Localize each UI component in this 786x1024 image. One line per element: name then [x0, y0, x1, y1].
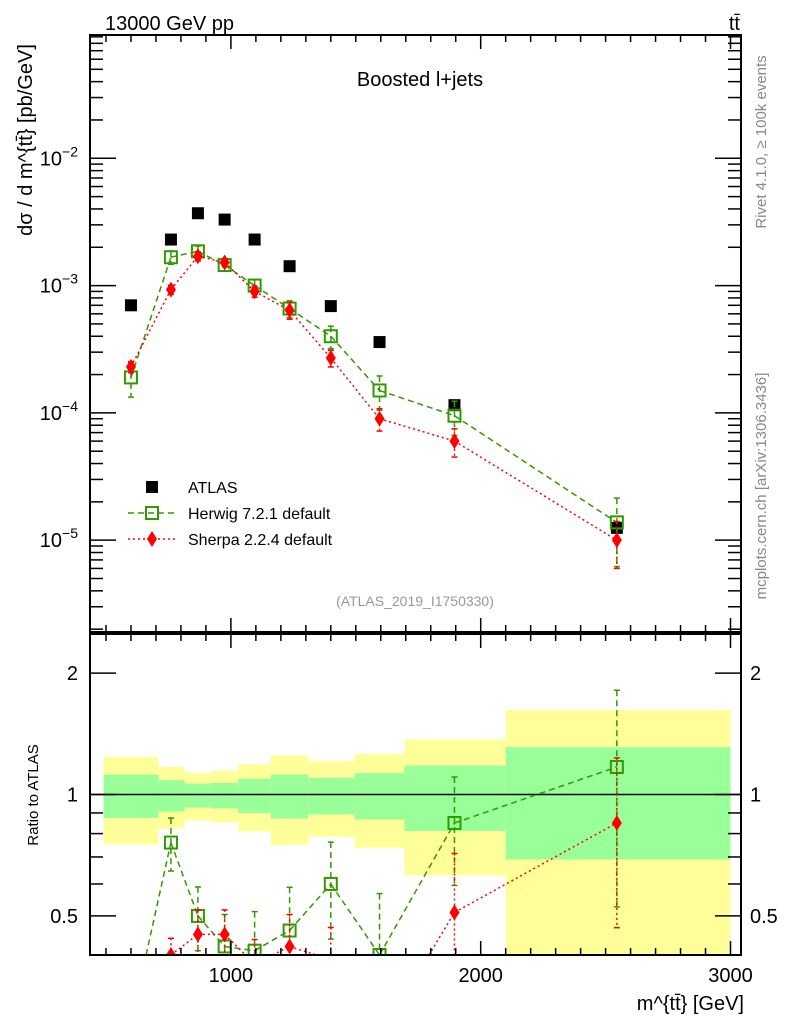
sherpa-point — [165, 281, 176, 298]
y-tick-exponent: −5 — [62, 525, 78, 541]
atlas-point — [324, 300, 337, 313]
ratio-plot-marks — [145, 689, 624, 955]
ratio-y-tick-label-left: 0.5 — [50, 906, 78, 928]
y-tick-mantissa: 10 — [40, 403, 62, 425]
atlas-point — [124, 299, 137, 312]
sherpa-point — [374, 410, 385, 427]
legend-marker-herwig — [145, 506, 159, 520]
ratio-herwig-point — [447, 815, 462, 830]
ratio-y-tick-label-left: 1 — [67, 785, 78, 807]
atlas-point — [191, 207, 204, 220]
inner-band-bin — [505, 747, 731, 860]
ratio-y-tick-label-right: 0.5 — [750, 906, 778, 928]
energy-label: 13000 GeV pp — [105, 13, 234, 35]
ratio-sherpa-point — [192, 926, 203, 943]
legend-marker-atlas — [146, 481, 158, 493]
sherpa-point — [249, 283, 260, 300]
inner-band-bin — [210, 782, 239, 809]
legend-label-atlas: ATLAS — [188, 480, 238, 497]
x-axis-label: m^{tt̄} [GeV] — [637, 993, 744, 1015]
ratio-y-tick-label-right: 1 — [750, 785, 761, 807]
sherpa-point — [192, 248, 203, 265]
herwig-point — [163, 250, 178, 265]
inner-band-bin — [308, 777, 355, 815]
sherpa-point — [449, 433, 460, 450]
y-tick-label: 10−5 — [40, 525, 78, 552]
ratio-herwig-point — [323, 876, 338, 891]
legend-label-sherpa: Sherpa 2.2.4 default — [188, 532, 333, 549]
y-tick-exponent: −4 — [62, 398, 78, 414]
inner-band-bin — [158, 780, 185, 812]
herwig-point — [447, 408, 462, 423]
sherpa-point — [125, 358, 136, 375]
atlas-point — [248, 233, 261, 246]
analysis-title: Boosted l+jets — [357, 69, 483, 91]
y-axis-label: dσ / d m^{tt̄} [pb/GeV] — [15, 44, 37, 236]
main-plot-marks — [123, 207, 624, 570]
legend-marker-sherpa — [147, 531, 157, 547]
ratio-sherpa-point — [449, 904, 460, 921]
atlas-point — [373, 336, 386, 349]
analysis-id: (ATLAS_2019_I1750330) — [336, 593, 494, 609]
herwig-line — [130, 250, 618, 524]
ratio-herwig-point — [372, 948, 387, 955]
inner-band-bin — [103, 774, 159, 818]
main-frame — [89, 34, 742, 633]
ratio-sherpa-point — [611, 814, 622, 831]
y-tick-exponent: −2 — [62, 143, 78, 159]
y-tick-label: 10−2 — [40, 143, 78, 170]
atlas-point — [283, 260, 296, 273]
sherpa-point — [219, 254, 230, 271]
x-tick-label: 3000 — [708, 965, 753, 987]
ratio-sherpa-line — [170, 822, 618, 955]
side-text-mcplots: mcplots.cern.ch [arXiv:1306.3436] — [753, 373, 770, 600]
sherpa-line — [130, 255, 618, 541]
y-tick-label: 10−4 — [40, 398, 78, 425]
inner-band-bin — [238, 778, 271, 813]
atlas-point — [218, 213, 231, 226]
atlas-point — [164, 233, 177, 246]
ratio-sherpa-point — [165, 947, 176, 955]
herwig-point — [372, 383, 387, 398]
herwig-point — [323, 329, 338, 344]
sherpa-point — [284, 302, 295, 319]
sherpa-point — [611, 532, 622, 549]
ratio-sherpa-point — [284, 938, 295, 955]
inner-band-bin — [354, 773, 405, 820]
ratio-sherpa-point — [219, 926, 230, 943]
y-tick-mantissa: 10 — [40, 148, 62, 170]
inner-band-bin — [270, 774, 309, 819]
side-text-rivet: Rivet 4.1.0, ≥ 100k events — [753, 55, 770, 228]
process-label: tt̄ — [729, 13, 741, 35]
x-tick-label: 2000 — [458, 965, 503, 987]
legend: ATLAS Herwig 7.2.1 default Sherpa 2.2.4 de… — [128, 480, 333, 549]
y-tick-label: 10−3 — [40, 271, 78, 298]
ratio-herwig-point — [163, 835, 178, 850]
ratio-y-axis-label: Ratio to ATLAS — [25, 744, 42, 845]
y-tick-mantissa: 10 — [40, 276, 62, 298]
ratio-y-tick-label-left: 2 — [67, 663, 78, 685]
ratio-y-tick-label-right: 2 — [750, 663, 761, 685]
x-tick-label: 1000 — [209, 965, 254, 987]
inner-band-bin — [184, 783, 211, 808]
y-tick-mantissa: 10 — [40, 530, 62, 552]
sherpa-point — [325, 349, 336, 366]
ratio-uncertainty-bands — [90, 709, 741, 955]
y-tick-exponent: −3 — [62, 271, 78, 287]
legend-label-herwig: Herwig 7.2.1 default — [188, 506, 331, 523]
